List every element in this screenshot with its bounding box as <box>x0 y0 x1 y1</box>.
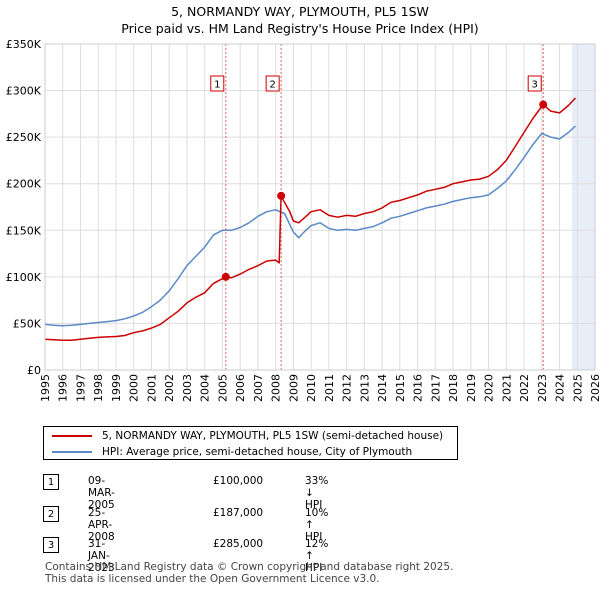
annotation-label: 1 <box>214 80 220 91</box>
x-tick-label: 2023 <box>536 374 549 402</box>
chart-legend: 5, NORMANDY WAY, PLYMOUTH, PL5 1SW (semi… <box>43 426 458 460</box>
x-tick-label: 2014 <box>376 374 389 402</box>
transaction-date: 09-MAR-2005 <box>88 475 115 511</box>
legend-item-hpi: HPI: Average price, semi-detached house,… <box>52 444 412 460</box>
x-tick-label: 2026 <box>589 374 600 402</box>
legend-item-price: 5, NORMANDY WAY, PLYMOUTH, PL5 1SW (semi… <box>52 428 443 444</box>
y-tick-label: £300K <box>6 85 42 98</box>
x-tick-label: 1998 <box>92 374 105 402</box>
x-tick-label: 2005 <box>216 374 229 402</box>
y-tick-label: £50K <box>13 317 42 330</box>
y-tick-label: £100K <box>6 271 42 284</box>
x-tick-label: 2007 <box>252 374 265 402</box>
x-tick-label: 2013 <box>358 374 371 402</box>
y-tick-label: £200K <box>6 178 42 191</box>
transaction-number: 2 <box>43 506 59 522</box>
x-tick-label: 1997 <box>74 374 87 402</box>
sale-point <box>277 191 286 200</box>
transaction-hpi-diff: 10% ↑ HPI <box>305 507 329 543</box>
x-tick-label: 2025 <box>571 374 584 402</box>
x-tick-label: 2009 <box>287 374 300 402</box>
series-line-price <box>44 97 577 341</box>
y-tick-label: £250K <box>6 131 42 144</box>
legend-label-hpi: HPI: Average price, semi-detached house,… <box>102 446 413 458</box>
annotation-box <box>210 75 225 92</box>
price-chart: 1 2 3 £0 £50K £100K £150K £200K £250K £300K £350K 1… <box>6 38 600 402</box>
transaction-date: 31-JAN-2023 <box>88 538 115 574</box>
transaction-number: 1 <box>43 474 59 490</box>
x-tick-label: 2001 <box>145 374 158 402</box>
legend-swatch-hpi <box>52 451 92 453</box>
legend-label-price: 5, NORMANDY WAY, PLYMOUTH, PL5 1SW (semi… <box>102 430 444 442</box>
plot-frame <box>44 43 596 371</box>
forecast-region <box>571 44 595 370</box>
chart-subtitle: Price paid vs. HM Land Registry's House … <box>121 21 479 36</box>
transaction-date: 25-APR-2008 <box>88 507 115 543</box>
annotation-box <box>265 75 280 92</box>
transaction-hpi-diff: 12% ↑ HPI <box>305 538 329 574</box>
x-tick-label: 2024 <box>554 374 567 402</box>
transaction-number: 3 <box>43 537 59 553</box>
y-tick-label: £0 <box>27 364 41 377</box>
x-tick-label: 1995 <box>39 374 52 402</box>
annotation-label: 3 <box>532 80 538 91</box>
footer-copyright: Contains HM Land Registry data © Crown c… <box>45 561 454 573</box>
x-tick-label: 2022 <box>518 374 531 402</box>
x-tick-label: 2012 <box>341 374 354 402</box>
x-tick-label: 2010 <box>305 374 318 402</box>
x-tick-label: 2008 <box>270 374 283 402</box>
x-tick-label: 2019 <box>465 374 478 402</box>
x-tick-label: 2016 <box>412 374 425 402</box>
x-tick-label: 2003 <box>181 374 194 402</box>
x-tick-label: 1999 <box>110 374 123 402</box>
x-tick-label: 2002 <box>163 374 176 402</box>
transaction-price: £187,000 <box>213 507 264 519</box>
x-tick-label: 2020 <box>483 374 496 402</box>
x-tick-label: 1996 <box>57 374 70 402</box>
transaction-price: £100,000 <box>213 475 264 487</box>
x-tick-label: 2011 <box>323 374 336 402</box>
sale-point <box>539 100 548 109</box>
x-tick-label: 2015 <box>394 374 407 402</box>
annotation-box <box>527 75 542 92</box>
sale-point <box>221 272 230 281</box>
x-tick-label: 2021 <box>500 374 513 402</box>
y-tick-label: £150K <box>6 224 42 237</box>
chart-title: 5, NORMANDY WAY, PLYMOUTH, PL5 1SW <box>171 4 429 19</box>
x-tick-label: 2017 <box>429 374 442 402</box>
transaction-price: £285,000 <box>213 538 264 550</box>
annotation-label: 2 <box>269 80 275 91</box>
x-tick-label: 2004 <box>199 374 212 402</box>
transaction-hpi-diff: 33% ↓ HPI <box>305 475 329 511</box>
footer-license: This data is licensed under the Open Gov… <box>45 573 380 585</box>
series-line-hpi <box>44 125 577 327</box>
x-tick-label: 2006 <box>234 374 247 402</box>
x-tick-label: 2018 <box>447 374 460 402</box>
legend-swatch-price <box>52 435 92 437</box>
y-tick-label: £350K <box>6 38 42 51</box>
x-tick-label: 2000 <box>128 374 141 402</box>
